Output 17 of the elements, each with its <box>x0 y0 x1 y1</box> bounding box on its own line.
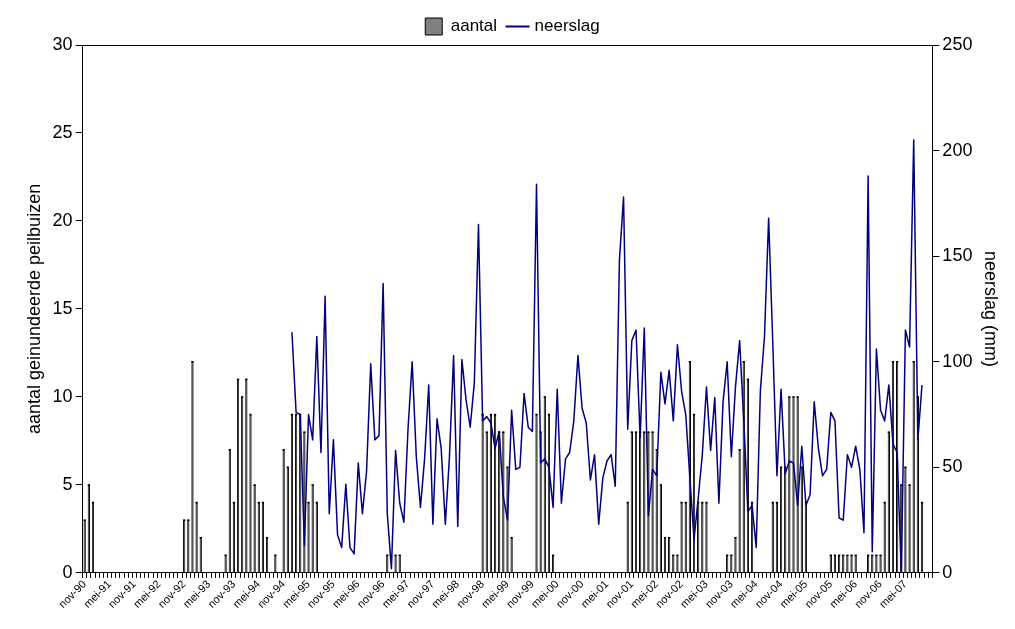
y2-tick-label: 250 <box>942 33 973 54</box>
y-tick-label: 10 <box>52 385 73 406</box>
y-tick-label: 25 <box>52 121 73 142</box>
y2-tick-label: 200 <box>942 139 973 160</box>
y-tick-label: 20 <box>52 209 73 230</box>
legend-label: aantal <box>450 16 498 36</box>
y-tick-label: 15 <box>52 297 73 318</box>
y2-tick-label: 100 <box>942 350 973 371</box>
y-tick-label: 30 <box>52 33 73 54</box>
y2-tick-label: 150 <box>942 245 973 266</box>
y-tick-label: 5 <box>62 473 73 494</box>
y2-tick-label: 50 <box>942 456 963 477</box>
legend-label: neerslag <box>534 16 600 36</box>
y2-axis-title: neerslag (mm) <box>981 250 1002 367</box>
y-tick-label: 0 <box>62 561 73 582</box>
y-axis-title: aantal geinundeerde peilbuizen <box>23 183 44 435</box>
y2-tick-label: 0 <box>942 561 953 582</box>
